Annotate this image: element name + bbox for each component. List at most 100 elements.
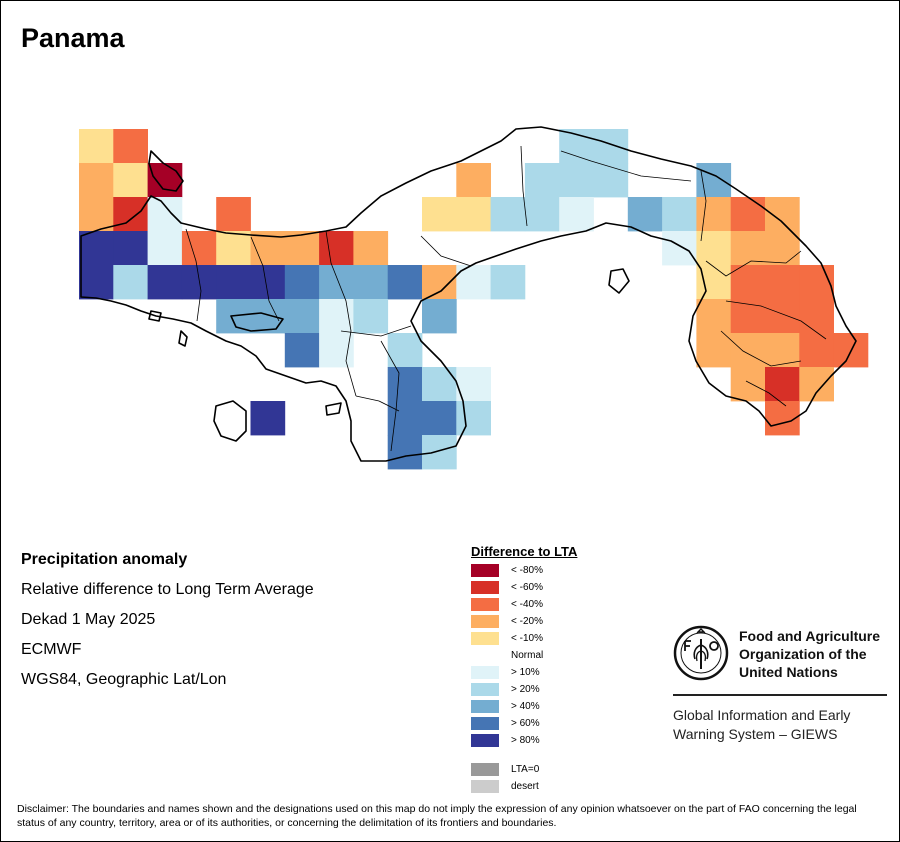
grid-cell	[147, 231, 183, 266]
grid-cell	[524, 197, 560, 232]
grid-cell	[387, 401, 423, 436]
grid-cell	[422, 197, 457, 232]
grid-cell	[319, 231, 354, 266]
grid-cell	[422, 265, 457, 300]
grid-cell	[113, 265, 148, 300]
fao-name-line: Organization of the	[739, 646, 867, 662]
grid-cell	[387, 367, 423, 402]
fao-block: Food and Agriculture Organization of the…	[671, 623, 891, 753]
grid-cell	[730, 299, 766, 334]
legend-swatch	[471, 717, 499, 730]
grid-cell	[730, 197, 766, 232]
grid-cell	[765, 367, 800, 402]
grid-cell	[181, 231, 217, 266]
grid-cell	[696, 333, 732, 368]
legend-swatch	[471, 598, 499, 611]
grid-cell	[627, 197, 663, 232]
grid-cell	[730, 333, 766, 368]
grid-cell	[284, 265, 320, 300]
grid-cell	[319, 333, 354, 368]
grid-cell	[593, 163, 629, 198]
legend-swatch	[471, 763, 499, 776]
grid-cell	[799, 265, 834, 300]
map-title: Panama	[21, 23, 125, 53]
giews-line: Global Information and Early	[673, 707, 851, 723]
grid-cell	[730, 367, 766, 402]
grid-cell	[113, 231, 148, 266]
divider	[673, 694, 887, 696]
grid-cell	[765, 299, 800, 334]
grid-cell	[422, 401, 457, 436]
legend-swatch	[471, 564, 499, 577]
grid-cell	[387, 435, 423, 470]
legend-swatch	[471, 615, 499, 628]
grid-cell	[113, 197, 148, 232]
grid-cell	[353, 299, 389, 334]
grid-cell	[79, 231, 114, 266]
grid-cell	[456, 197, 491, 232]
legend-label: < -10%	[511, 633, 543, 644]
legend-swatch	[471, 649, 499, 662]
grid-cell	[113, 129, 148, 164]
grid-cell	[593, 129, 629, 164]
grid-cell	[696, 299, 732, 334]
country-outline	[80, 126, 857, 462]
legend-swatch	[471, 780, 499, 793]
grid-cell	[799, 367, 834, 402]
legend-swatch	[471, 581, 499, 594]
grid-cell	[319, 265, 354, 300]
grid-cell	[696, 231, 732, 266]
legend-label: desert	[511, 781, 539, 792]
giews-line: Warning System – GIEWS	[673, 726, 838, 742]
legend-label: > 60%	[511, 718, 540, 729]
grid-cell	[79, 197, 114, 232]
grid-cell	[113, 163, 148, 198]
province-borders	[185, 145, 827, 452]
grid-cell	[319, 299, 354, 334]
grid-cell	[353, 265, 389, 300]
grid-cell	[216, 197, 251, 232]
grid-cell	[765, 333, 800, 368]
legend-label: < -60%	[511, 582, 543, 593]
legend-label: < -40%	[511, 599, 543, 610]
fao-logo-icon	[673, 625, 729, 681]
legend-swatch	[471, 632, 499, 645]
grid-cell	[799, 299, 834, 334]
fao-name-line: United Nations	[739, 664, 838, 680]
grid-cell	[147, 265, 183, 300]
grid-cell	[490, 265, 526, 300]
legend-label: > 10%	[511, 667, 540, 678]
grid-cell	[730, 265, 766, 300]
grid-cell	[216, 265, 251, 300]
grid-cell	[456, 401, 491, 436]
legend-label: Normal	[511, 650, 544, 661]
legend: Difference to LTA < -80% < -60% < -40% < -2…	[471, 544, 578, 793]
info-source: ECMWF	[21, 641, 82, 658]
legend-swatch	[471, 683, 499, 696]
fao-name-line: Food and Agriculture	[739, 628, 881, 644]
grid-cell	[79, 163, 114, 198]
grid-cell	[353, 231, 389, 266]
legend-swatch	[471, 700, 499, 713]
fao-name: Food and Agriculture Organization of the…	[739, 627, 899, 681]
grid-cell	[387, 265, 423, 300]
grid-cell	[147, 163, 183, 198]
legend-swatch	[471, 734, 499, 747]
info-product: Precipitation anomaly	[21, 551, 188, 568]
grid-cell	[284, 299, 320, 334]
legend-title: Difference to LTA	[471, 544, 578, 559]
grid-cell	[524, 163, 560, 198]
grid-cell	[147, 197, 183, 232]
legend-label: > 20%	[511, 684, 540, 695]
grid-cell	[79, 129, 114, 164]
info-projection: WGS84, Geographic Lat/Lon	[21, 671, 227, 688]
precipitation-map	[79, 126, 869, 470]
grid-cell	[662, 231, 697, 266]
grid-cell	[456, 367, 491, 402]
grid-cell	[422, 435, 457, 470]
giews-name: Global Information and Early Warning Sys…	[673, 706, 889, 744]
grid-cell	[765, 265, 800, 300]
grid-cell	[490, 197, 526, 232]
grid-cell	[559, 197, 594, 232]
legend-label: > 80%	[511, 735, 540, 746]
